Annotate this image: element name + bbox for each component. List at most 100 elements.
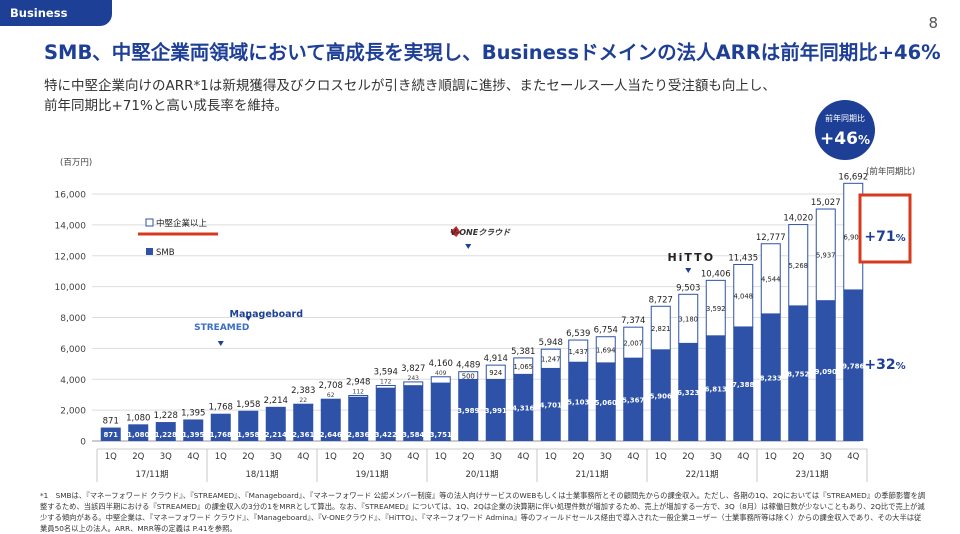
x-tick-quarter: 3Q (490, 452, 502, 462)
bar-label-smb: 4,316 (512, 405, 534, 413)
bar-total-label: 16,692 (838, 172, 868, 182)
bar-label-midmarket: 3,592 (706, 305, 725, 313)
bar-total-label: 871 (103, 417, 119, 427)
yoy-badge-label: 前年同期比 (825, 113, 865, 123)
bar-midmarket (430, 376, 451, 384)
bar-label-midmarket: 1,247 (541, 356, 560, 364)
y-tick-label: 4,000 (60, 376, 86, 386)
product-logo-manageboard: Manageboard (229, 309, 303, 320)
bar-total-label: 7,374 (621, 316, 645, 326)
bar-smb (568, 362, 589, 441)
bar-smb (513, 374, 534, 441)
x-period-label: 19/11期 (356, 470, 389, 480)
bar-label-smb: 2,646 (320, 431, 342, 439)
bar-smb (458, 379, 479, 441)
bar-midmarket (485, 364, 506, 380)
bar-total-label: 1,395 (181, 408, 205, 418)
bar-smb (760, 313, 781, 441)
product-logo-streamed: STREAMED (194, 323, 249, 333)
bar-label-smb: 6,323 (677, 389, 699, 397)
x-tick-quarter: 4Q (187, 452, 199, 462)
yoy-badge-circle (815, 100, 875, 160)
yoy-midmarket-highlight-box (858, 193, 912, 264)
bar-smb (705, 335, 726, 441)
y-tick-label: 10,000 (55, 283, 87, 293)
yoy-column-header: (前年同期比) (866, 166, 915, 177)
x-tick-quarter: 1Q (105, 452, 117, 462)
bar-smb (265, 406, 286, 441)
x-period-label: 18/11期 (246, 470, 279, 480)
subtitle-line-1: 特に中堅企業向けのARR*1は新規獲得及びクロスセルが引き続き順調に進捗、またセ… (44, 78, 776, 94)
bar-label-smb: 7,388 (732, 381, 754, 389)
bar-smb (155, 422, 176, 441)
bar-midmarket (788, 224, 809, 307)
bar-midmarket (678, 293, 699, 344)
bar-label-midmarket: 4,048 (734, 293, 753, 301)
bar-midmarket (650, 305, 671, 351)
bar-smb (678, 343, 699, 441)
bar-smb (650, 349, 671, 441)
bar-total-label: 1,228 (154, 411, 178, 421)
bar-label-midmarket: 243 (408, 375, 420, 382)
bar-smb (100, 427, 121, 441)
x-tick-quarter: 4Q (847, 452, 859, 462)
x-tick-quarter: 1Q (765, 452, 777, 462)
bar-total-label: 2,708 (319, 381, 343, 391)
bar-label-smb: 5,060 (595, 399, 617, 407)
bar-total-label: 4,489 (456, 361, 480, 371)
bar-smb (788, 305, 809, 441)
bar-label-smb: 1,080 (127, 431, 149, 439)
x-period-label: 17/11期 (136, 470, 169, 480)
bar-label-smb: 2,214 (265, 431, 287, 439)
bar-total-label: 2,383 (291, 386, 315, 396)
bar-midmarket (705, 279, 726, 337)
bar-label-smb: 871 (103, 431, 118, 439)
bar-smb (403, 385, 424, 441)
y-unit-label: (百万円) (60, 158, 92, 168)
bar-total-label: 2,214 (264, 396, 288, 406)
bar-smb (430, 383, 451, 441)
bar-label-smb: 1,958 (237, 431, 259, 439)
x-tick-quarter: 1Q (655, 452, 667, 462)
bar-smb (595, 362, 616, 441)
bar-total-label: 5,948 (539, 338, 563, 348)
bar-smb (183, 419, 204, 441)
bar-label-smb: 4,701 (540, 402, 562, 410)
bar-smb (320, 400, 341, 441)
bar-label-midmarket: 22 (299, 397, 307, 404)
footnote: *1 SMBは、『マネーフォワード クラウド』、『STREAMED』、『Mana… (40, 491, 926, 533)
x-tick-quarter: 2Q (242, 452, 254, 462)
bar-label-smb: 3,989 (457, 407, 479, 415)
bar-midmarket (348, 394, 369, 398)
bar-midmarket (733, 263, 754, 328)
x-period-label: 21/11期 (576, 470, 609, 480)
x-tick-quarter: 3Q (380, 452, 392, 462)
yoy-midmarket-value: +71% (864, 229, 905, 245)
business-domain-tag: Business domain (0, 0, 112, 46)
bar-label-midmarket: 112 (353, 388, 365, 395)
x-tick-quarter: 2Q (132, 452, 144, 462)
bar-midmarket (568, 339, 589, 363)
bar-label-smb: 5,906 (650, 392, 672, 400)
bar-total-label: 11,435 (728, 253, 758, 263)
bar-total-label: 9,503 (676, 283, 700, 293)
bar-label-smb: 9,090 (815, 368, 837, 376)
x-tick-quarter: 2Q (352, 452, 364, 462)
yoy-badge-value: +46% (820, 129, 870, 149)
bar-smb (733, 326, 754, 441)
x-tick-quarter: 3Q (160, 452, 172, 462)
x-tick-quarter: 4Q (297, 452, 309, 462)
bar-label-midmarket: 3,180 (679, 316, 698, 324)
bar-label-midmarket: 172 (380, 379, 392, 386)
bar-label-smb: 3,584 (402, 431, 424, 439)
marker-arrow-icon (685, 268, 692, 273)
bar-midmarket (595, 336, 616, 364)
bar-smb (815, 300, 836, 441)
bar-label-smb: 3,422 (375, 431, 397, 439)
y-tick-label: 14,000 (55, 221, 87, 231)
bar-label-midmarket: 6,905 (844, 233, 863, 241)
marker-arrow-icon (465, 244, 472, 249)
bar-total-label: 4,914 (484, 354, 508, 364)
bar-label-smb: 8,233 (760, 374, 782, 382)
